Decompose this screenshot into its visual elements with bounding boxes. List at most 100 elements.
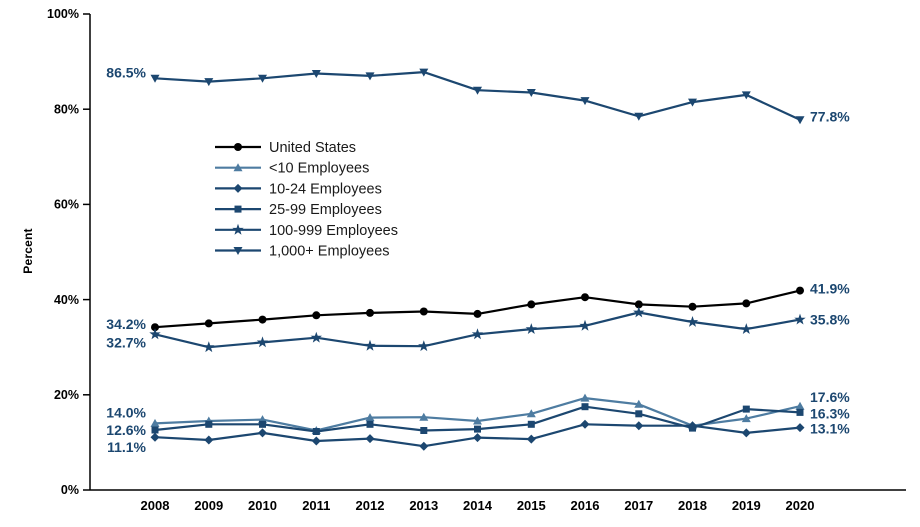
- circle-marker: [258, 315, 267, 324]
- legend-label: 25-99 Employees: [269, 202, 382, 218]
- x-tick-label: 2008: [141, 498, 170, 513]
- y-tick-label: 40%: [54, 293, 79, 307]
- circle-marker: [634, 300, 643, 309]
- y-axis-title: Percent: [21, 228, 35, 274]
- square-marker: [527, 420, 535, 428]
- legend-item-10-employees: <10 Employees: [215, 161, 369, 177]
- star-marker: [525, 323, 537, 334]
- end-value-label: 77.8%: [810, 109, 850, 125]
- start-value-label: 86.5%: [106, 64, 146, 80]
- triangle-down-marker: [795, 116, 805, 125]
- circle-marker: [151, 323, 159, 332]
- x-tick-label: 2015: [517, 498, 546, 513]
- star-marker: [310, 331, 322, 343]
- diamond-marker: [233, 183, 243, 193]
- circle-marker: [366, 308, 374, 317]
- star-marker: [740, 323, 752, 334]
- square-marker: [581, 403, 589, 411]
- circle-marker: [419, 307, 428, 316]
- triangle-down-marker: [419, 68, 429, 77]
- x-tick-label: 2019: [732, 498, 761, 513]
- value-labels: 34.2% 41.9% 14.0% 17.6% 11.1% 13.1% 12.6% 16.3%…: [106, 64, 850, 455]
- circle-marker: [796, 286, 804, 295]
- circle-marker: [204, 319, 213, 328]
- triangle-up-marker: [634, 399, 644, 408]
- triangle-up-marker: [233, 163, 243, 172]
- start-value-label: 34.2%: [106, 316, 146, 332]
- y-tick-label: 80%: [54, 102, 79, 116]
- diamond-marker: [311, 436, 321, 446]
- x-axis-labels: 2008 2009 2010 2011 2012 2013 2014 2015 2016 2017…: [141, 498, 815, 513]
- star-marker: [232, 223, 244, 235]
- x-tick-label: 2009: [194, 498, 223, 513]
- diamond-marker: [634, 421, 644, 431]
- triangle-down-marker: [365, 72, 375, 81]
- circle-marker: [581, 293, 589, 302]
- diamond-marker: [795, 423, 805, 433]
- x-tick-label: 2011: [302, 498, 330, 513]
- x-tick-label: 2020: [786, 498, 815, 513]
- triangle-down-marker: [233, 247, 243, 255]
- diamond-marker: [580, 419, 590, 429]
- legend: United States <10 Employees 10-24 Employee…: [215, 140, 398, 260]
- legend-label: 1,000+ Employees: [269, 244, 390, 260]
- legend-label: United States: [269, 140, 356, 156]
- legend-item-100-999-employees: 100-999 Employees: [215, 223, 398, 239]
- star-marker: [256, 336, 269, 348]
- square-marker: [796, 408, 804, 416]
- legend-item-25-99-employees: 25-99 Employees: [215, 202, 382, 218]
- y-tick-label: 60%: [54, 198, 79, 212]
- series-1-000-employees: [150, 68, 805, 125]
- diamond-marker: [258, 428, 267, 438]
- x-tick-label: 2010: [248, 498, 277, 513]
- y-tick-label: 100%: [47, 7, 79, 21]
- start-value-label: 12.6%: [106, 422, 146, 438]
- circle-marker: [742, 299, 751, 308]
- triangle-down-marker: [688, 98, 697, 107]
- legend-item-1-000-employees: 1,000+ Employees: [215, 244, 390, 260]
- x-tick-label: 2012: [356, 498, 385, 513]
- square-marker: [742, 405, 750, 413]
- square-marker: [474, 425, 481, 433]
- triangle-up-marker: [526, 409, 536, 418]
- end-value-label: 41.9%: [810, 281, 850, 297]
- square-marker: [205, 420, 213, 428]
- square-marker: [151, 426, 159, 434]
- x-tick-label: 2013: [409, 498, 438, 513]
- triangle-down-marker: [473, 86, 482, 95]
- star-marker: [149, 328, 161, 340]
- legend-label: 10-24 Employees: [269, 181, 382, 197]
- start-value-label: 14.0%: [106, 404, 146, 420]
- square-marker: [689, 424, 696, 432]
- square-marker: [234, 205, 242, 213]
- legend-label: 100-999 Employees: [269, 223, 398, 239]
- triangle-up-marker: [419, 412, 429, 421]
- triangle-up-marker: [473, 416, 482, 425]
- series-100-999-employees: [149, 306, 806, 353]
- triangle-down-marker: [258, 74, 267, 83]
- triangle-up-marker: [580, 393, 590, 402]
- square-marker: [259, 420, 266, 428]
- triangle-down-marker: [526, 89, 536, 97]
- series-line: [154, 70, 801, 121]
- square-marker: [635, 410, 643, 418]
- start-value-label: 11.1%: [107, 439, 146, 455]
- circle-marker: [688, 302, 697, 311]
- circle-marker: [234, 143, 242, 151]
- triangle-down-marker: [204, 78, 214, 87]
- star-marker: [579, 319, 591, 331]
- end-value-label: 35.8%: [810, 312, 850, 328]
- series-line: [154, 289, 801, 329]
- x-tick-label: 2016: [571, 498, 600, 513]
- square-marker: [420, 427, 428, 434]
- circle-marker: [473, 309, 482, 318]
- diamond-marker: [204, 435, 214, 445]
- triangle-up-marker: [795, 401, 805, 410]
- x-tick-label: 2014: [463, 498, 493, 513]
- star-marker: [418, 340, 430, 352]
- y-tick-label: 0%: [61, 483, 79, 497]
- series-25-99-employees: [151, 403, 804, 435]
- legend-item-10-24-employees: 10-24 Employees: [215, 181, 382, 197]
